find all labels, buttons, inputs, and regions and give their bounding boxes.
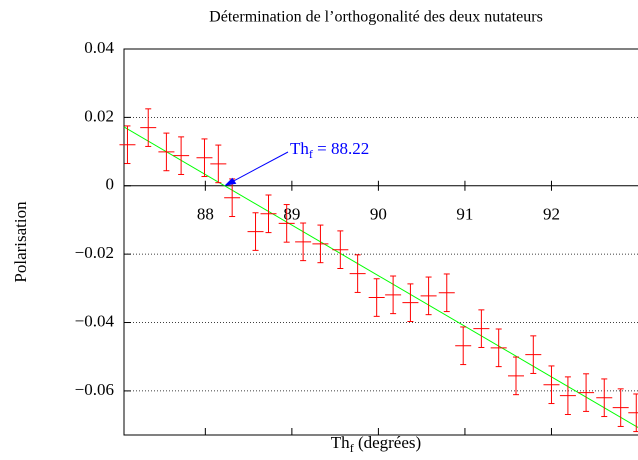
fit-line (123, 126, 638, 428)
plot-frame (123, 48, 638, 436)
y-tick-label: −0.04 (75, 311, 115, 330)
chart-title: Détermination de l’orthogonalité des deu… (209, 9, 543, 26)
x-tick-label: 88 (197, 205, 214, 224)
x-tick-label: 91 (456, 205, 473, 224)
x-tick-label: 90 (370, 205, 387, 224)
y-tick-label: −0.02 (75, 243, 114, 262)
x-tick-label: 92 (543, 205, 560, 224)
y-tick-label: −0.06 (75, 380, 114, 399)
annotation-arrow (228, 151, 289, 185)
x-label-sub: f (350, 441, 354, 455)
x-tick-label: 89 (283, 205, 300, 224)
x-axis-label: Thf (degrées) (331, 433, 421, 455)
y-tick-label: 0.02 (84, 106, 114, 125)
y-tick-label: 0.04 (84, 38, 114, 57)
arrow-head (224, 177, 237, 186)
x-label-main: Th (331, 433, 350, 452)
y-tick-label: 0 (106, 175, 115, 194)
annotation-main: Th (290, 139, 309, 158)
y-axis-label: Polarisation (11, 201, 30, 283)
annotation: Thf = 88.22 (290, 139, 369, 161)
annotation-sub: f (309, 147, 313, 161)
x-label-rest: (degrées) (354, 433, 422, 452)
annotation-rest: = 88.22 (313, 139, 369, 158)
